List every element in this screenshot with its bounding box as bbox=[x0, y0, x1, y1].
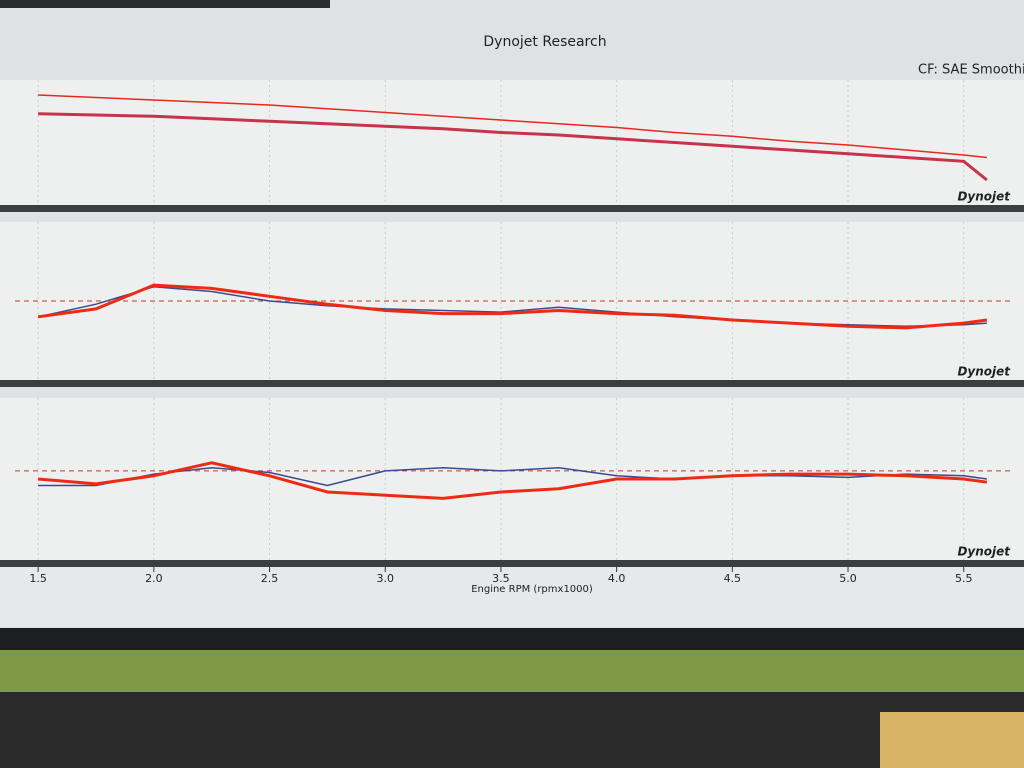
series-line bbox=[38, 112, 988, 182]
x-tick-label: 2.5 bbox=[261, 572, 279, 585]
x-tick-label: 2.0 bbox=[145, 572, 163, 585]
grass-reflection bbox=[0, 650, 1024, 692]
watermark: Dynojet bbox=[957, 190, 1011, 204]
top-bar bbox=[0, 0, 330, 8]
series-line bbox=[38, 466, 988, 487]
chart-title: Dynojet Research bbox=[483, 34, 606, 50]
x-tick-label: 3.0 bbox=[376, 572, 394, 585]
watermark: Dynojet bbox=[957, 545, 1011, 559]
monitor-base bbox=[0, 692, 1024, 768]
series-line bbox=[37, 283, 988, 330]
panel-separator bbox=[0, 380, 1024, 387]
axis-strip bbox=[0, 567, 1024, 627]
panel bbox=[0, 398, 1024, 560]
bezel bbox=[0, 628, 1024, 650]
series-line bbox=[37, 286, 987, 328]
panel-separator bbox=[0, 560, 1024, 567]
x-axis-label: Engine RPM (rpmx1000) bbox=[471, 584, 593, 595]
panel-separator bbox=[0, 205, 1024, 212]
x-tick-label: 3.5 bbox=[492, 572, 510, 585]
series-line bbox=[37, 461, 988, 500]
desk bbox=[880, 712, 1024, 768]
correction-label: CF: SAE Smoothin bbox=[918, 63, 1024, 78]
series-line bbox=[38, 94, 987, 159]
x-tick-label: 4.5 bbox=[724, 572, 742, 585]
x-tick-label: 5.0 bbox=[839, 572, 857, 585]
watermark: Dynojet bbox=[957, 365, 1011, 379]
x-tick-label: 1.5 bbox=[29, 572, 47, 585]
x-tick-label: 4.0 bbox=[608, 572, 626, 585]
x-tick-label: 5.5 bbox=[955, 572, 973, 585]
